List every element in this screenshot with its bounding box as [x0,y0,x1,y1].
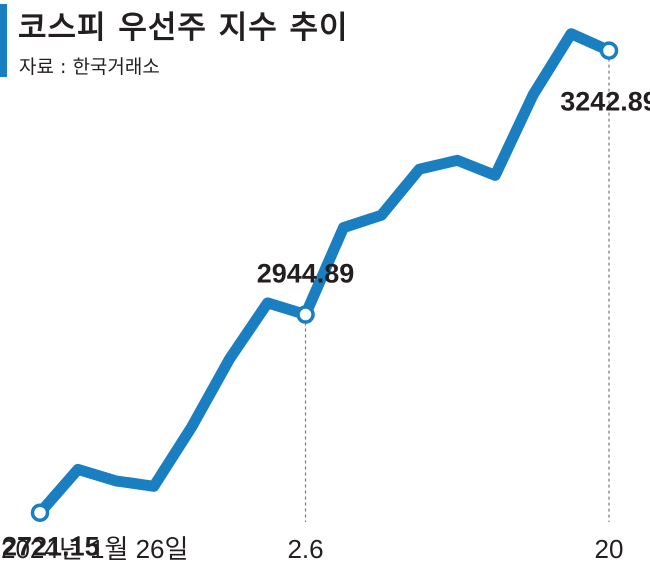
data-points [30,41,619,522]
guide-lines [39,58,610,522]
x-tick-label-1: 2.6 [287,534,323,564]
data-label-1: 2944.89 [257,259,355,289]
x-axis-ticks: 2024년 1월 26일 2.6 20 [1,534,623,564]
title-accent-bar [0,4,7,77]
point-marker-1 [296,305,315,324]
x-tick-label-0: 2024년 1월 26일 [1,534,188,564]
x-tick-label-2: 20 [595,534,624,564]
data-label-0: 2721.15 [2,532,100,562]
series-line [34,28,615,519]
point-marker-0 [30,503,50,522]
data-label-2: 3242.89 [560,87,650,117]
source-note: 자료 : 한국거래소 [19,56,160,78]
point-marker-2 [599,41,619,60]
chart-title: 코스피 우선주 지수 추이 [18,10,349,46]
data-labels: 2721.15 2944.89 3242.89 [2,87,650,562]
